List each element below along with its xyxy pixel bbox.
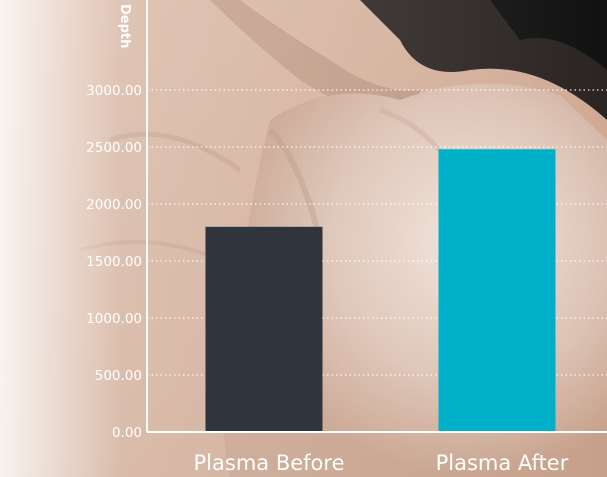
- x-category-label: Plasma Before: [194, 451, 345, 475]
- y-tick-label: 0.00: [112, 425, 142, 441]
- y-tick-label: 3000.00: [86, 83, 142, 99]
- y-axis-label: Depth: [117, 4, 132, 48]
- x-category-labels: Plasma Before Plasma After: [194, 451, 569, 475]
- y-tick-label: 500.00: [95, 368, 142, 384]
- bars: [205, 149, 556, 432]
- y-tick-label: 2500.00: [86, 140, 142, 156]
- x-category-label: Plasma After: [436, 451, 569, 475]
- bar-plasma-after: [438, 149, 556, 432]
- y-tick-label: 2000.00: [86, 197, 142, 213]
- y-tick-label: 1500.00: [86, 254, 142, 270]
- y-tick-labels: 0.00 500.00 1000.00 1500.00 2000.00 2500.00 30…: [86, 83, 142, 441]
- bar-plasma-before: [205, 226, 323, 432]
- y-tick-label: 1000.00: [86, 311, 142, 327]
